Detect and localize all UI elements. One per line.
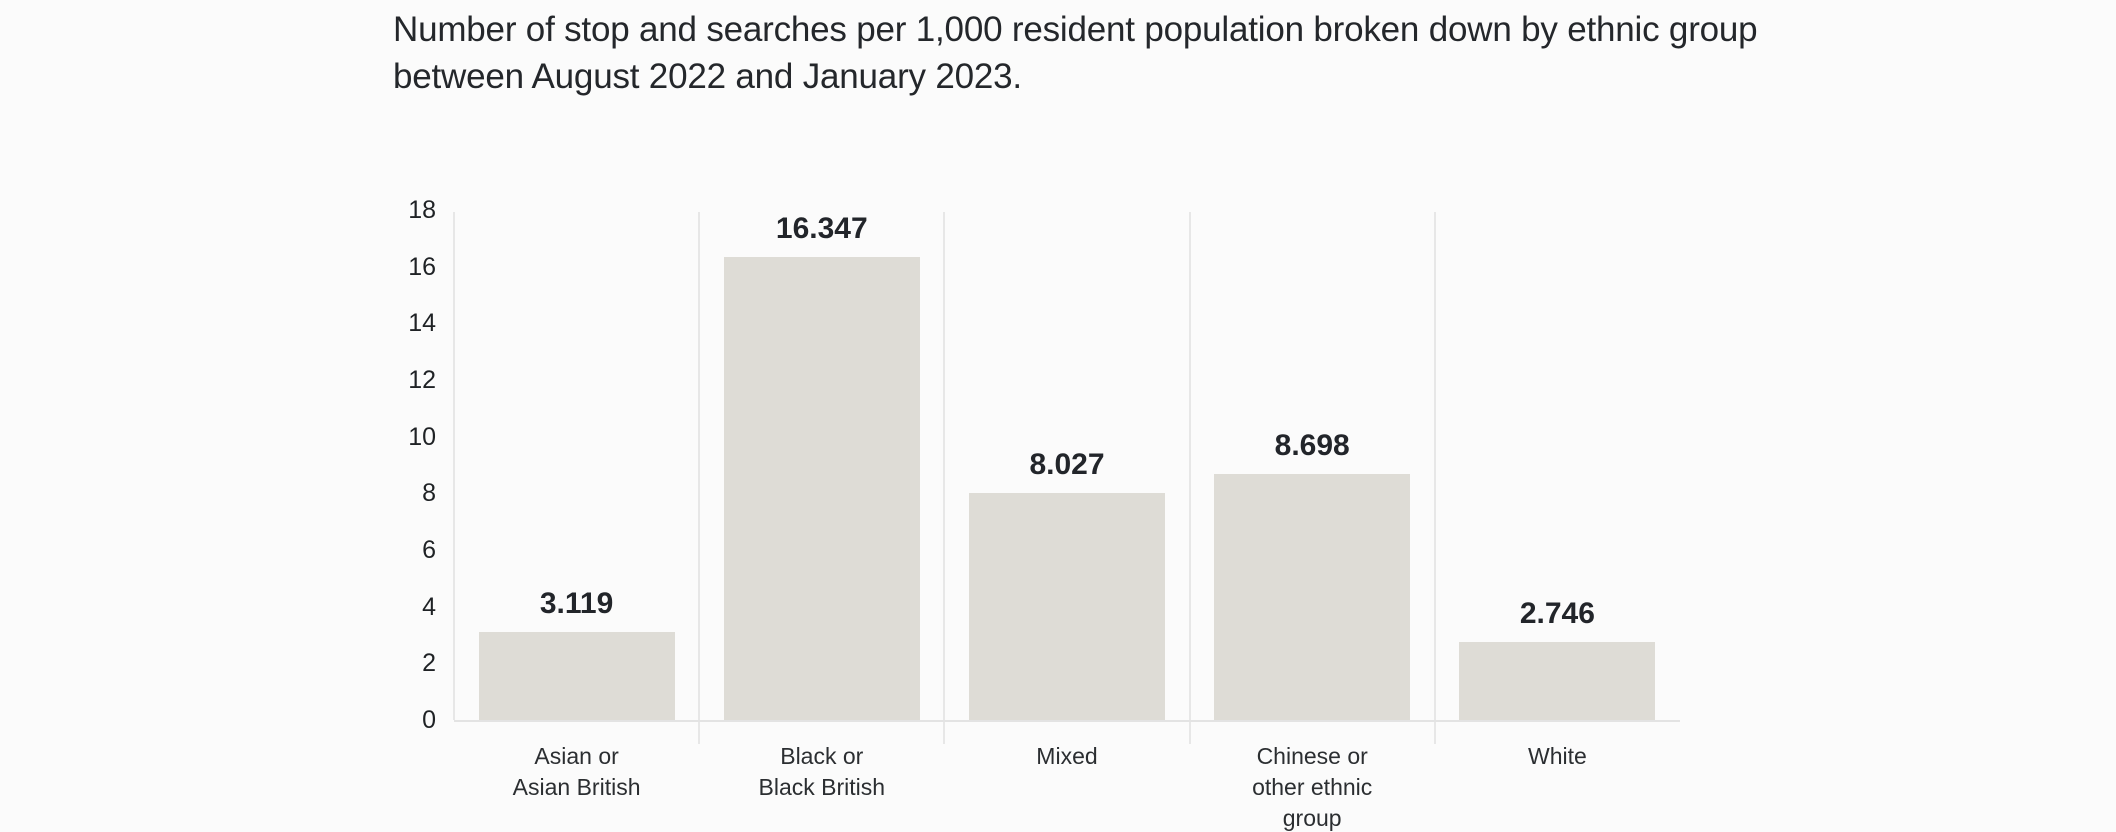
y-axis-tick-label: 14 [408, 309, 436, 338]
value-label-chinese-or-other-ethnic-group: 8.698 [1274, 428, 1350, 462]
category-label-mixed: Mixed [1036, 743, 1098, 769]
y-axis-tick-label: 6 [422, 536, 436, 564]
y-axis-tick-label: 16 [408, 252, 436, 281]
chart-title: Number of stop and searches per 1,000 re… [393, 10, 1758, 96]
y-axis-tick-label: 4 [422, 592, 436, 621]
y-axis-tick-label: 10 [408, 422, 436, 451]
category-label-asian-or-asian-british: Asian or Asian British [512, 743, 641, 800]
bar-chinese-or-other-ethnic-group [1214, 473, 1411, 720]
category-separator-line [1433, 212, 1436, 744]
category-label-black-or-black-british: Black or Black British [758, 743, 886, 800]
value-label-black-or-black-british: 16.347 [775, 211, 868, 245]
y-axis-tick-label: 8 [422, 479, 436, 508]
bar-mixed [969, 492, 1165, 720]
value-label-mixed: 8.027 [1029, 447, 1105, 481]
bar-black-or-black-british [723, 256, 920, 720]
value-label-asian-or-asian-british: 3.119 [539, 586, 614, 620]
bar-white [1459, 642, 1656, 720]
y-axis-tick-label: 2 [422, 649, 436, 678]
y-axis-tick-label: 0 [422, 706, 436, 734]
y-axis-tick-label: 12 [408, 366, 436, 394]
y-axis-line [453, 212, 455, 720]
category-label-chinese-or-other-ethnic-group: Chinese or other ethnic group [1252, 743, 1373, 831]
x-axis-line [454, 720, 1680, 722]
category-separator-line [698, 212, 701, 744]
value-label-white: 2.746 [1519, 597, 1595, 631]
category-separator-line [943, 212, 946, 744]
category-label-white: White [1527, 743, 1587, 769]
y-axis-tick-label: 18 [408, 196, 436, 224]
bar-asian-or-asian-british [478, 631, 675, 720]
category-separator-line [1188, 212, 1191, 744]
